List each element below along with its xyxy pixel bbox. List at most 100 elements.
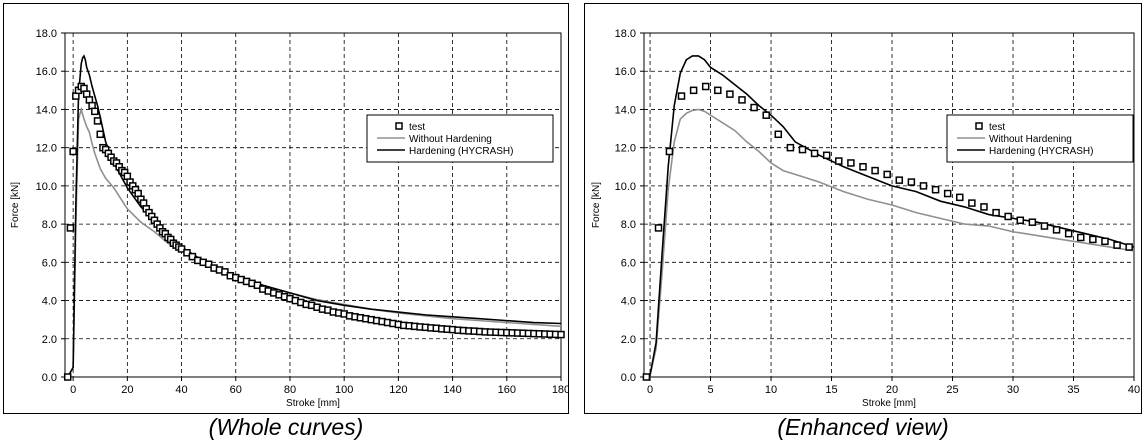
legend-label: Without Hardening (409, 134, 492, 145)
y-tick-label: 6.0 (621, 257, 636, 269)
test-point (762, 111, 770, 119)
test-point (1077, 233, 1085, 242)
test-point (253, 281, 262, 290)
y-tick-label: 0.0 (621, 372, 636, 384)
test-point (689, 86, 698, 95)
test-point (183, 249, 191, 257)
test-point (701, 82, 710, 91)
test-point (859, 163, 867, 171)
x-tick-label: 5 (707, 384, 713, 396)
x-axis-label: Stroke [mm] (862, 398, 916, 409)
y-tick-label: 8.0 (621, 219, 636, 231)
legend-marker-test (395, 122, 403, 130)
test-point (93, 117, 102, 125)
x-tick-label: 25 (946, 384, 958, 396)
x-tick-label: 15 (825, 384, 837, 396)
y-tick-label: 8.0 (42, 219, 57, 231)
y-tick-label: 14.0 (36, 104, 57, 116)
test-point (677, 92, 686, 100)
test-point (847, 159, 855, 167)
test-point (642, 373, 651, 381)
y-tick-label: 4.0 (621, 296, 636, 308)
test-point (69, 147, 77, 156)
legend-marker-test (975, 122, 983, 130)
series-line-hardening-hycrash (67, 54, 562, 378)
y-tick-label: 12.0 (36, 143, 57, 155)
test-point (895, 176, 904, 184)
y-axis-label: Force [kN] (591, 182, 602, 228)
test-point (96, 130, 104, 139)
grid (65, 32, 562, 378)
test-point (798, 145, 807, 154)
x-tick-label: 180 (552, 384, 568, 396)
test-point (943, 189, 952, 198)
y-tick-label: 4.0 (42, 296, 57, 308)
test-point (91, 107, 99, 116)
x-tick-label: 140 (443, 384, 461, 396)
series-test-markers (642, 82, 1133, 381)
x-tick-label: 80 (284, 384, 296, 396)
test-point (188, 252, 197, 261)
test-point (871, 166, 879, 175)
y-tick-label: 10.0 (36, 181, 57, 193)
x-tick-label: 60 (230, 384, 242, 396)
x-tick-label: 20 (121, 384, 133, 396)
chart-whole-curves: 0 20 40 60 80 100 120 140 160 180 0.0 2.0 4.0 6.0 8.0 1… (10, 28, 570, 409)
test-point (1125, 243, 1133, 251)
test-point (177, 245, 186, 253)
test-point (992, 208, 1000, 217)
test-point (931, 185, 940, 194)
test-point (654, 224, 663, 232)
legend-label: test (409, 122, 425, 133)
x-tick-label: 30 (1007, 384, 1019, 396)
test-point (968, 199, 976, 207)
test-point (557, 330, 565, 339)
test-point (1016, 216, 1025, 225)
y-tick-label: 14.0 (615, 104, 636, 116)
test-point (63, 373, 72, 381)
y-tick-label: 12.0 (615, 143, 636, 155)
x-tick-label: 120 (389, 384, 407, 396)
x-tick-label: 35 (1067, 384, 1079, 396)
legend-label: Without Hardening (989, 134, 1072, 145)
test-point (1101, 237, 1109, 246)
legend-label: test (989, 122, 1005, 133)
test-point (204, 260, 213, 268)
chart-panel-whole: 0 20 40 60 80 100 120 140 160 180 0.0 2.0 4.0 6.0 8.0 1… (3, 3, 570, 414)
y-axis-label: Force [kN] (10, 182, 21, 228)
series-line-without-hardening (643, 108, 1135, 378)
test-point (1052, 226, 1061, 234)
test-point (835, 157, 843, 165)
series-line-hardening-hycrash (643, 55, 1135, 378)
y-tick-label: 18.0 (36, 28, 57, 40)
test-point (665, 147, 674, 156)
y-tick-label: 10.0 (615, 181, 636, 193)
grid (644, 32, 1135, 378)
chart-enhanced-view: 0 5 10 15 20 25 30 35 40 0.0 2.0 4.0 6.0 8.0 10.0 12.0 1… (591, 28, 1140, 409)
x-tick-label: 0 (647, 384, 653, 396)
legend-label: Hardening (HYCRASH) (989, 146, 1093, 157)
series-test-markers (63, 82, 565, 381)
y-tick-label: 6.0 (42, 257, 57, 269)
test-point (774, 130, 783, 139)
test-point (1113, 241, 1121, 249)
x-tick-label: 10 (765, 384, 777, 396)
test-point (221, 268, 229, 276)
x-tick-label: 40 (175, 384, 187, 396)
caption-enhanced-view: (Enhanced view) (777, 414, 949, 440)
test-point (822, 151, 831, 160)
test-point (907, 178, 916, 186)
x-tick-label: 100 (335, 384, 353, 396)
series-line-without-hardening (67, 106, 562, 378)
test-point (1089, 235, 1097, 244)
y-tick-label: 16.0 (615, 66, 636, 78)
caption-whole-curves: (Whole curves) (208, 414, 364, 440)
x-tick-label: 20 (886, 384, 898, 396)
test-point (1064, 229, 1073, 238)
test-point (750, 103, 758, 112)
y-tick-label: 18.0 (615, 28, 636, 40)
y-tick-label: 2.0 (42, 334, 57, 346)
x-tick-label: 0 (70, 384, 76, 396)
